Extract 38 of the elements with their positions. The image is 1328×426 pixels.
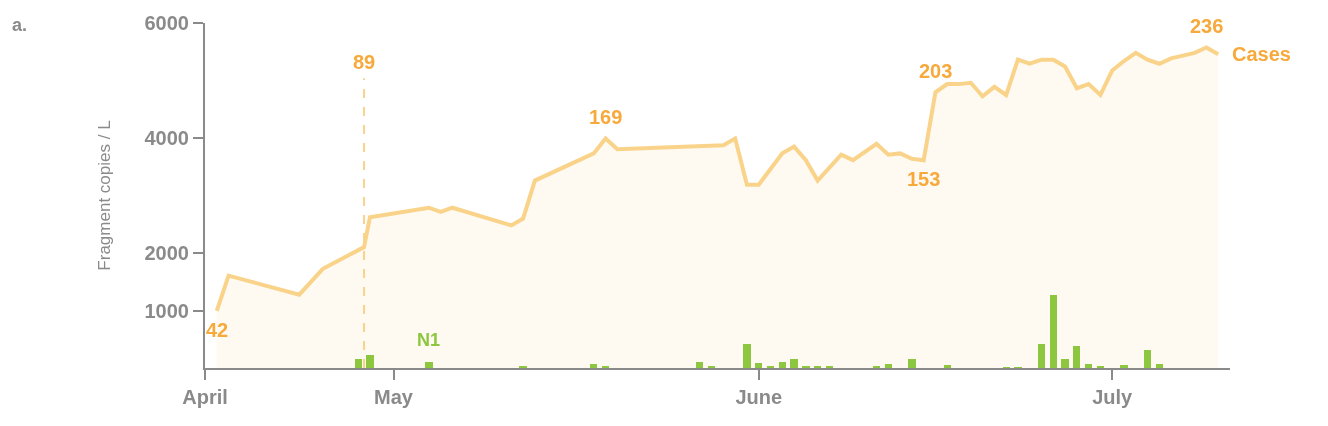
bar <box>355 359 362 368</box>
bar <box>1085 364 1092 368</box>
bar <box>885 364 892 368</box>
bar <box>743 344 751 368</box>
bar <box>1156 364 1163 368</box>
bar <box>790 359 798 368</box>
data-label: 236 <box>1190 15 1224 37</box>
bar <box>1038 344 1045 368</box>
y-tick-label: 4000 <box>144 127 189 149</box>
bar <box>1073 346 1080 368</box>
data-label: 42 <box>206 319 229 341</box>
bar <box>1120 365 1128 368</box>
series-label: Cases <box>1232 43 1291 65</box>
bar <box>779 362 786 368</box>
y-axis-title: Fragment copies / L <box>94 120 114 271</box>
data-label: 153 <box>907 168 941 190</box>
bar <box>590 364 597 368</box>
series-label: N1 <box>417 330 441 350</box>
data-label: 169 <box>589 106 623 128</box>
x-tick-label: July <box>1092 386 1134 408</box>
bar <box>755 363 762 368</box>
y-tick-label: 6000 <box>144 12 189 34</box>
bar <box>1061 359 1069 368</box>
x-tick-label: April <box>182 386 228 408</box>
bar <box>425 362 433 368</box>
text: a. <box>12 15 28 35</box>
ref-line-label: 89 <box>353 51 376 73</box>
y-tick-label: 2000 <box>144 242 189 264</box>
bar <box>696 362 703 368</box>
y-tick-label: 1000 <box>144 299 189 322</box>
bar <box>1050 295 1057 368</box>
bar <box>1144 350 1151 368</box>
x-tick-label: June <box>735 386 783 408</box>
data-label: 203 <box>919 60 953 82</box>
bar <box>908 359 916 368</box>
bar <box>366 355 374 368</box>
x-tick-label: May <box>374 386 414 408</box>
bar <box>944 365 951 368</box>
